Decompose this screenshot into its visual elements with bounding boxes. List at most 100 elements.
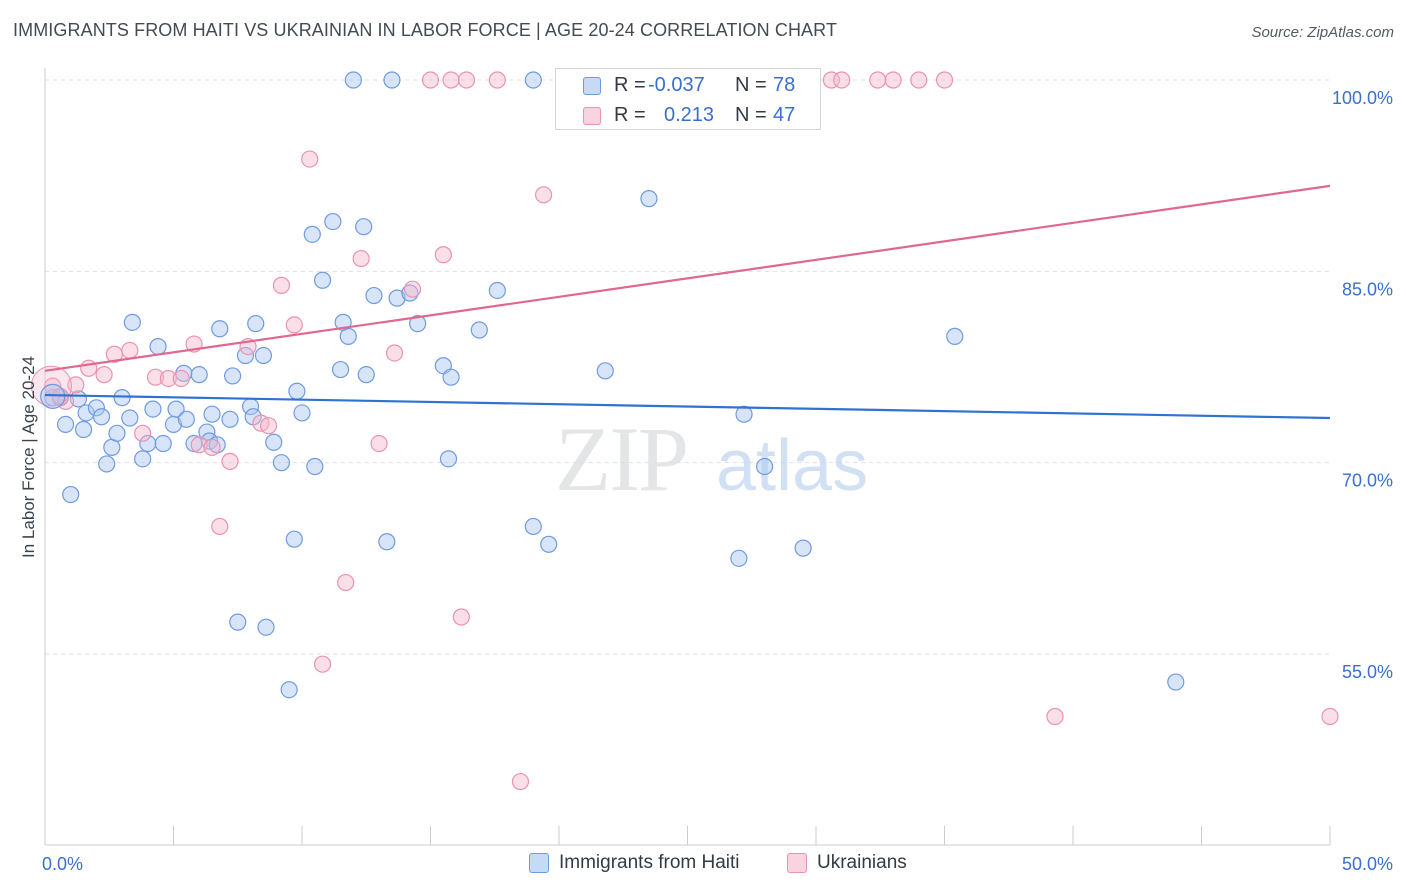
- legend-item-haiti[interactable]: Immigrants from Haiti: [529, 852, 740, 874]
- point-haiti: [344, 71, 362, 89]
- point-ukrainian: [910, 71, 928, 89]
- point-haiti: [339, 327, 357, 345]
- point-haiti: [383, 71, 401, 89]
- grid-layer: [45, 79, 1330, 655]
- point-haiti: [313, 271, 332, 289]
- source-label: Source: ZipAtlas.com: [1251, 24, 1394, 41]
- point-ukrainian: [285, 316, 303, 334]
- legend-swatch-pink: [787, 853, 807, 873]
- point-haiti: [540, 535, 558, 553]
- point-haiti: [211, 320, 229, 338]
- point-ukrainian: [421, 71, 440, 89]
- point-ukrainian: [385, 344, 404, 362]
- x-tick-label: 50.0%: [1342, 854, 1393, 874]
- watermark-atlas: atlas: [716, 426, 868, 506]
- y-tick-label: 55.0%: [1342, 662, 1393, 682]
- point-ukrainian: [935, 71, 954, 89]
- stats-swatch-pink: [583, 107, 601, 125]
- legend: Immigrants from Haiti Ukrainians: [0, 852, 1406, 878]
- points-layer: [30, 71, 1339, 791]
- point-haiti: [442, 368, 460, 386]
- point-ukrainian: [869, 71, 887, 89]
- y-tick-label: 100.0%: [1332, 88, 1393, 108]
- legend-item-ukrainians[interactable]: Ukrainians: [787, 852, 907, 874]
- point-haiti: [123, 313, 141, 331]
- y-axis-title: In Labor Force | Age 20-24: [19, 356, 38, 558]
- legend-label-ukrainians: Ukrainians: [817, 852, 907, 873]
- point-ukrainian: [452, 608, 470, 626]
- point-haiti: [272, 454, 291, 472]
- point-ukrainian: [134, 424, 152, 442]
- point-haiti: [306, 457, 324, 476]
- point-ukrainian: [488, 71, 506, 89]
- point-ukrainian: [67, 376, 85, 394]
- point-haiti: [388, 289, 406, 307]
- legend-label-haiti: Immigrants from Haiti: [559, 852, 740, 873]
- point-ukrainian: [56, 392, 75, 411]
- y-tick-label: 85.0%: [1342, 279, 1393, 299]
- point-haiti: [596, 362, 614, 380]
- point-ukrainian: [203, 438, 221, 456]
- point-haiti: [203, 405, 221, 423]
- stats-n-value: 78: [773, 74, 796, 96]
- point-haiti: [794, 539, 812, 557]
- chart-title: IMMIGRANTS FROM HAITI VS UKRAINIAN IN LA…: [13, 20, 838, 40]
- stats-swatch-blue: [583, 77, 601, 95]
- trend-line-ukrainians: [44, 184, 1331, 372]
- legend-swatch-blue: [529, 853, 549, 873]
- point-ukrainian: [211, 517, 229, 536]
- point-haiti: [257, 618, 275, 636]
- point-haiti: [470, 321, 488, 339]
- point-haiti: [409, 315, 427, 333]
- point-haiti: [108, 424, 126, 442]
- point-haiti: [735, 405, 753, 423]
- point-haiti: [357, 366, 375, 384]
- point-haiti: [149, 337, 167, 356]
- point-ukrainian: [272, 276, 291, 294]
- point-haiti: [730, 549, 748, 567]
- point-haiti: [144, 400, 162, 418]
- point-haiti: [524, 71, 542, 89]
- point-haiti: [221, 410, 239, 428]
- stats-r-label: R =: [614, 74, 646, 96]
- stats-legend: R = -0.037 N = 78 R = 0.213 N = 47: [555, 68, 821, 130]
- watermark: ZIP atlas: [555, 408, 868, 510]
- point-haiti: [265, 433, 283, 451]
- point-ukrainian: [95, 366, 113, 384]
- point-ukrainian: [534, 186, 553, 204]
- point-haiti: [439, 450, 458, 468]
- point-ukrainian: [159, 369, 177, 388]
- point-ukrainian: [511, 772, 530, 791]
- point-haiti: [92, 408, 111, 426]
- point-haiti: [285, 530, 303, 548]
- point-haiti: [134, 450, 152, 468]
- point-ukrainian: [221, 452, 239, 470]
- point-ukrainian: [146, 368, 165, 386]
- point-ukrainian: [337, 573, 355, 592]
- stats-r-label: R =: [614, 104, 646, 126]
- point-haiti: [62, 485, 80, 504]
- point-haiti: [177, 410, 195, 428]
- point-ukrainian: [190, 436, 208, 454]
- point-ukrainian: [1321, 707, 1339, 726]
- point-ukrainian: [172, 369, 190, 388]
- stats-n-value: 47: [773, 104, 796, 126]
- point-haiti: [355, 218, 373, 236]
- point-haiti: [56, 415, 75, 433]
- point-haiti: [167, 400, 185, 418]
- point-haiti: [224, 367, 242, 385]
- axis-layer: [44, 68, 1331, 846]
- point-haiti: [247, 315, 265, 333]
- point-ukrainian: [1046, 707, 1064, 726]
- point-haiti: [154, 434, 172, 453]
- point-haiti: [229, 613, 247, 631]
- point-haiti: [303, 225, 321, 243]
- y-tick-label: 70.0%: [1342, 471, 1393, 491]
- point-haiti: [331, 360, 350, 379]
- stats-row-haiti: R = -0.037 N = 78: [556, 71, 822, 101]
- point-ukrainian: [884, 71, 902, 89]
- point-haiti: [288, 382, 306, 400]
- point-haiti: [755, 457, 774, 476]
- watermark-zip: ZIP: [555, 408, 687, 510]
